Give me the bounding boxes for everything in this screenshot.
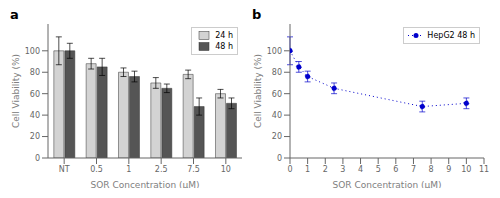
svg-text:0: 0 (287, 165, 292, 174)
svg-text:40: 40 (30, 111, 40, 120)
svg-text:20: 20 (272, 132, 282, 141)
svg-text:60: 60 (272, 90, 282, 99)
svg-text:7: 7 (411, 165, 416, 174)
svg-text:3: 3 (340, 165, 345, 174)
svg-text:10: 10 (461, 165, 471, 174)
svg-text:20: 20 (30, 132, 40, 141)
html-text:48 h: 48 h (215, 42, 233, 51)
svg-text:6: 6 (393, 165, 398, 174)
svg-text:SOR Concentration (μM): SOR Concentration (μM) (333, 180, 442, 188)
html-text:HepG2 48 h: HepG2 48 h (427, 31, 475, 40)
svg-text:100: 100 (267, 47, 282, 56)
svg-text:Cell Viability (%): Cell Viability (%) (11, 54, 21, 128)
svg-text:2.5: 2.5 (155, 165, 168, 174)
html-text:24 h: 24 h (215, 31, 233, 40)
html-text:a: a (10, 7, 19, 22)
svg-text:9: 9 (446, 165, 451, 174)
svg-text:1: 1 (126, 165, 131, 174)
svg-text:60: 60 (30, 90, 40, 99)
svg-text:7.5: 7.5 (187, 165, 200, 174)
svg-text:1: 1 (305, 165, 310, 174)
svg-text:40: 40 (272, 111, 282, 120)
svg-text:8: 8 (429, 165, 434, 174)
svg-text:5: 5 (376, 165, 381, 174)
svg-text:SOR Concentration (μM): SOR Concentration (μM) (91, 180, 200, 188)
svg-text:0: 0 (277, 154, 282, 163)
svg-text:10: 10 (221, 165, 231, 174)
svg-text:11: 11 (479, 165, 489, 174)
svg-text:0.5: 0.5 (90, 165, 103, 174)
svg-text:0: 0 (35, 154, 40, 163)
svg-text:Cell Viability (%): Cell Viability (%) (253, 54, 263, 128)
svg-text:100: 100 (25, 47, 40, 56)
svg-text:80: 80 (30, 68, 40, 77)
svg-text:NT: NT (59, 165, 70, 174)
svg-text:80: 80 (272, 68, 282, 77)
html-text:b: b (252, 7, 262, 22)
svg-text:4: 4 (358, 165, 363, 174)
svg-text:2: 2 (323, 165, 328, 174)
